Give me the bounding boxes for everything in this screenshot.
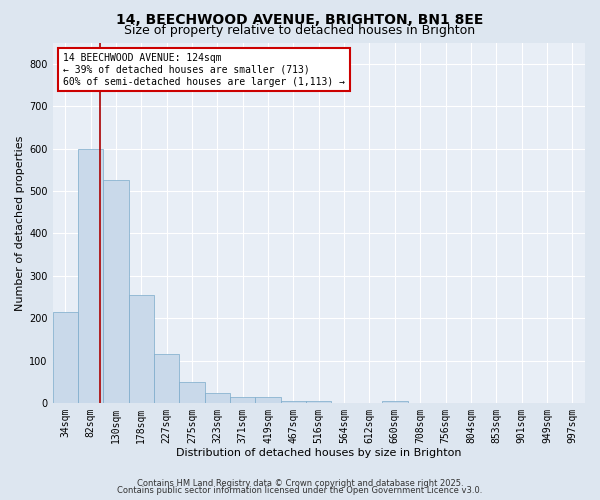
Bar xyxy=(179,382,205,403)
Bar xyxy=(306,401,331,403)
Y-axis label: Number of detached properties: Number of detached properties xyxy=(15,135,25,310)
Text: 14 BEECHWOOD AVENUE: 124sqm
← 39% of detached houses are smaller (713)
60% of se: 14 BEECHWOOD AVENUE: 124sqm ← 39% of det… xyxy=(63,54,345,86)
Text: Contains HM Land Registry data © Crown copyright and database right 2025.: Contains HM Land Registry data © Crown c… xyxy=(137,478,463,488)
X-axis label: Distribution of detached houses by size in Brighton: Distribution of detached houses by size … xyxy=(176,448,461,458)
Bar xyxy=(205,392,230,403)
Bar xyxy=(103,180,128,403)
Text: Contains public sector information licensed under the Open Government Licence v3: Contains public sector information licen… xyxy=(118,486,482,495)
Bar xyxy=(230,397,256,403)
Text: 14, BEECHWOOD AVENUE, BRIGHTON, BN1 8EE: 14, BEECHWOOD AVENUE, BRIGHTON, BN1 8EE xyxy=(116,12,484,26)
Text: Size of property relative to detached houses in Brighton: Size of property relative to detached ho… xyxy=(124,24,476,37)
Bar xyxy=(154,354,179,403)
Bar xyxy=(281,401,306,403)
Bar xyxy=(256,397,281,403)
Bar xyxy=(128,295,154,403)
Bar xyxy=(382,401,407,403)
Bar xyxy=(53,312,78,403)
Bar xyxy=(78,148,103,403)
